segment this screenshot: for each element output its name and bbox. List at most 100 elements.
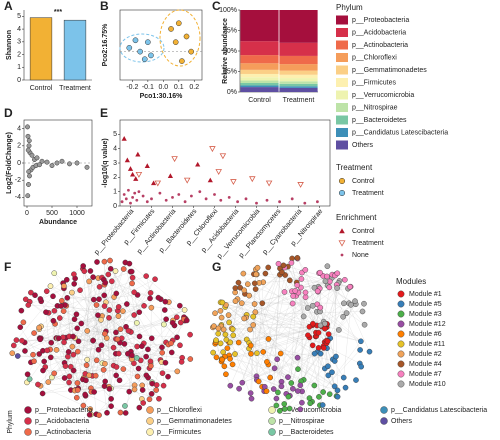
node — [78, 320, 85, 327]
node — [64, 295, 71, 301]
x-tick-label: p__Proteobacteria — [93, 208, 135, 256]
node — [94, 259, 100, 265]
marker-circle — [148, 52, 154, 59]
legend-marker — [397, 300, 405, 308]
node — [254, 264, 261, 271]
node — [156, 395, 162, 402]
edge — [242, 268, 281, 383]
edge — [312, 303, 344, 326]
node — [287, 277, 293, 284]
node — [246, 292, 252, 299]
legend-swatch — [336, 90, 348, 100]
marker-circle — [54, 160, 60, 166]
node — [279, 269, 285, 276]
node — [262, 270, 269, 277]
edge — [95, 271, 116, 376]
edge — [220, 302, 361, 342]
node — [211, 323, 217, 329]
node — [297, 406, 304, 413]
node — [319, 402, 326, 408]
node — [276, 408, 283, 414]
edge — [41, 301, 86, 396]
node — [340, 374, 347, 381]
node — [37, 336, 43, 343]
node — [14, 353, 21, 359]
node — [31, 330, 37, 336]
marker-circle — [137, 48, 143, 55]
node — [137, 357, 144, 364]
node — [215, 325, 222, 332]
legend-marker — [146, 417, 154, 425]
node — [58, 303, 64, 309]
node — [84, 328, 91, 334]
node — [159, 370, 166, 376]
panel-label: E — [100, 106, 108, 120]
marker-triangle-down — [135, 171, 143, 178]
node — [24, 371, 31, 378]
node — [274, 356, 280, 363]
marker-circle — [67, 161, 72, 167]
edge — [291, 262, 302, 279]
node — [348, 302, 354, 308]
edge — [329, 287, 356, 305]
edge — [130, 331, 163, 353]
edge — [238, 282, 325, 369]
legend-marker — [380, 406, 388, 414]
node — [187, 356, 194, 362]
edge — [131, 337, 178, 356]
node — [106, 386, 113, 392]
node — [248, 395, 255, 402]
node — [115, 350, 122, 357]
x-tick-label: -0.2 — [126, 84, 138, 91]
legend-marker — [380, 417, 388, 425]
node — [302, 289, 309, 296]
node — [53, 347, 60, 353]
edge — [215, 303, 255, 342]
node — [221, 363, 228, 370]
node — [66, 373, 73, 380]
node — [174, 334, 180, 341]
edge — [228, 311, 363, 316]
bar-segment — [240, 82, 279, 86]
node — [161, 321, 167, 328]
node — [31, 358, 37, 365]
node — [220, 326, 227, 333]
node — [74, 387, 81, 393]
edge — [230, 342, 250, 386]
edge — [316, 275, 324, 326]
legend-label: Module #4 — [409, 361, 442, 368]
edge — [17, 355, 68, 357]
marker-triangle-down — [154, 180, 162, 187]
node — [340, 313, 346, 320]
node — [160, 382, 167, 389]
node — [66, 379, 72, 386]
node — [148, 335, 155, 342]
node — [80, 402, 87, 409]
edge — [242, 353, 321, 383]
node — [298, 276, 305, 282]
edge — [129, 356, 132, 392]
legend-label: p__Bacteroidetes — [279, 429, 334, 436]
node — [235, 339, 242, 346]
edge — [287, 316, 304, 378]
x-tick-label: 500 — [46, 210, 58, 217]
y-tick-label: 0 — [113, 203, 117, 210]
edge — [97, 315, 160, 399]
node — [129, 274, 136, 281]
node — [232, 285, 239, 291]
plot-frame — [119, 119, 331, 207]
node — [334, 285, 340, 291]
panel-label: B — [100, 0, 109, 13]
node — [86, 411, 93, 418]
edge — [249, 342, 335, 362]
node — [315, 329, 322, 336]
node — [117, 409, 124, 416]
node — [56, 315, 63, 321]
node — [107, 257, 113, 264]
node — [9, 350, 16, 357]
x-tick-label: p__Cyanobacteria — [262, 208, 304, 256]
node — [165, 373, 171, 380]
edge — [256, 326, 310, 377]
x-tick-label: Control — [30, 85, 53, 92]
node — [108, 396, 114, 402]
